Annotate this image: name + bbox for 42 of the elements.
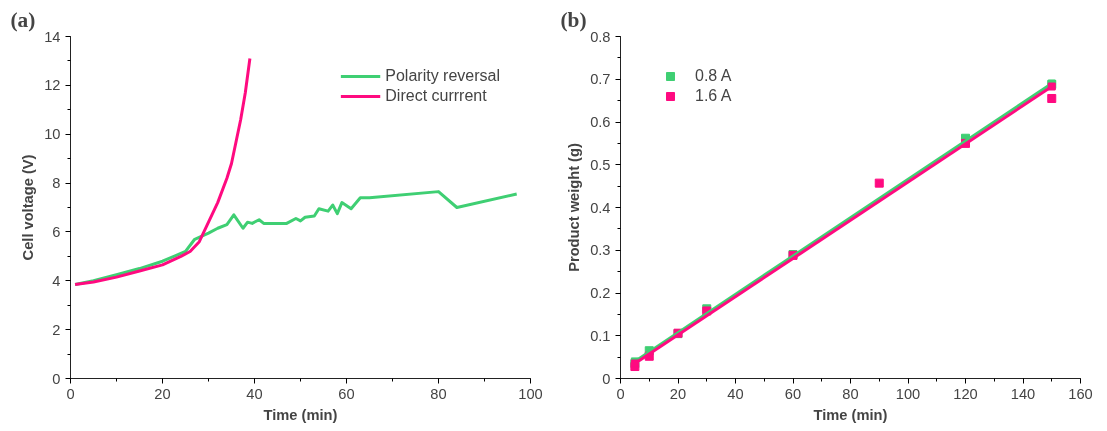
y-tick-label: 0.6 (590, 114, 611, 130)
x-tick-label: 60 (784, 385, 802, 402)
x-tick-label: 160 (1068, 385, 1093, 402)
y-tick-label: 2 (52, 321, 61, 338)
x-tick-label: 60 (338, 385, 355, 402)
y-tick-label: 0.4 (590, 199, 611, 216)
x-tick-label: 100 (895, 385, 921, 402)
x-tick-label: 100 (518, 385, 543, 402)
legend-label: Direct currrent (385, 87, 487, 105)
x-axis-title: Time (min) (813, 406, 888, 423)
chart-title: (a) (10, 7, 36, 32)
x-tick-label: 120 (953, 385, 978, 402)
y-tick-label: 0.5 (590, 156, 611, 173)
y-axis-title: Product weight (g) (566, 143, 583, 272)
y-tick-label: 0 (602, 370, 611, 387)
y-tick-label: 0.7 (590, 71, 611, 88)
y-tick-label: 8 (52, 175, 61, 192)
y-tick-label: 12 (44, 77, 61, 94)
x-axis-title: Time (min) (263, 406, 338, 423)
x-tick-label: 0 (66, 385, 75, 402)
y-tick-label: 14 (44, 28, 61, 45)
legend-label: 0.8 A (695, 67, 732, 85)
y-tick-label: 0.2 (590, 285, 611, 301)
chart-title: (b) (560, 7, 587, 32)
legend-label: 1.6 A (695, 87, 732, 105)
y-tick-label: 0 (52, 370, 61, 387)
y-tick-label: 4 (52, 272, 61, 289)
y-tick-label: 6 (52, 223, 61, 240)
x-tick-label: 40 (246, 385, 263, 402)
y-tick-label: 0.8 (590, 28, 611, 45)
x-tick-label: 20 (154, 385, 171, 402)
x-tick-label: 20 (669, 385, 687, 402)
x-tick-label: 140 (1010, 385, 1036, 402)
x-tick-label: 0 (616, 385, 625, 402)
y-axis-title: Cell voltage (V) (20, 154, 37, 261)
x-tick-label: 40 (727, 385, 744, 402)
y-tick-label: 10 (44, 126, 61, 143)
x-tick-label: 80 (430, 385, 447, 402)
x-tick-label: 80 (842, 385, 859, 402)
legend-label: Polarity reversal (385, 67, 500, 85)
y-tick-label: 0.1 (590, 327, 611, 344)
y-tick-label: 0.3 (590, 242, 611, 259)
